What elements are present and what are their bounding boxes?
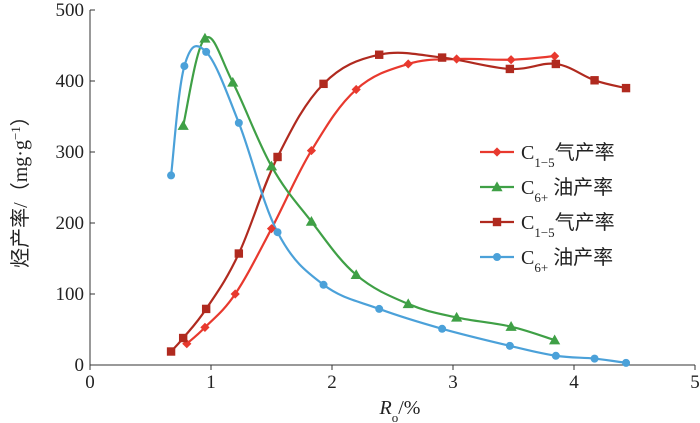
y-axis-title-main: 烃产率/（mg·g xyxy=(9,140,32,268)
x-axis-title: Ro/% xyxy=(379,397,421,423)
series-3-point xyxy=(590,76,599,85)
series-3-point xyxy=(234,249,244,258)
series-2-point xyxy=(350,269,362,280)
series-3-point xyxy=(319,79,328,89)
x-tick-label: 5 xyxy=(690,372,700,393)
series-3-point xyxy=(201,304,211,314)
series-4-point xyxy=(438,324,447,333)
series-2-point xyxy=(505,321,517,331)
series-4-point xyxy=(234,118,243,127)
legend-3-marker xyxy=(492,217,502,227)
legend-label-main: C xyxy=(521,142,534,164)
legend-label-sub: 6+ xyxy=(534,190,548,205)
axes: 0 1 2 3 4 5 0 100 200 300 400 500 Ro/% 烃产率/（mg·g−1） xyxy=(8,0,700,423)
x-tick-label: 0 xyxy=(85,372,95,393)
series-3-point xyxy=(437,53,447,62)
x-axis-title-main: R xyxy=(379,397,392,419)
series-markers xyxy=(166,32,631,367)
series-2-point xyxy=(305,215,318,226)
series-1-point xyxy=(306,145,317,156)
series-1-point xyxy=(452,54,462,64)
legend-label-sub: 1−5 xyxy=(534,155,554,170)
legend-4-marker xyxy=(493,253,501,261)
legend-3-label: C1−5气产率 xyxy=(521,211,615,240)
legend-label-sub: 1−5 xyxy=(534,225,554,240)
series-2-point xyxy=(177,120,189,130)
y-tick-label: 300 xyxy=(56,142,85,163)
x-tick-label: 2 xyxy=(327,372,337,393)
series-1-point xyxy=(200,322,210,332)
y-axis-title: 烃产率/（mg·g−1） xyxy=(8,106,33,268)
series-3-point xyxy=(178,333,188,343)
series-4-point xyxy=(505,341,514,350)
y-tick-label: 400 xyxy=(56,71,85,92)
legend-2-marker xyxy=(491,181,503,192)
series-4-point xyxy=(590,354,599,363)
series-4-point xyxy=(551,351,560,360)
x-tick-label: 1 xyxy=(206,372,216,393)
series-3-point xyxy=(273,152,282,162)
series-4-point xyxy=(180,62,189,71)
series-4-point xyxy=(622,358,631,367)
legend-label-end: 油产率 xyxy=(548,246,613,269)
legend-label-end: 气产率 xyxy=(555,141,615,164)
series-1-point xyxy=(506,55,516,65)
series-lines xyxy=(169,35,627,364)
legend-4-label: C6+ 油产率 xyxy=(521,246,613,275)
x-tick-label: 3 xyxy=(448,372,458,393)
series-3-point xyxy=(374,50,384,59)
series-4-point xyxy=(167,171,176,180)
y-tick-label: 100 xyxy=(56,284,85,305)
legend-label-end: 油产率 xyxy=(548,176,613,199)
legend-label-main: C xyxy=(521,247,534,269)
y-axis-title-end: ） xyxy=(9,106,32,126)
series-2-line xyxy=(182,35,555,342)
legend-label-sub: 6+ xyxy=(534,260,548,275)
series-3-point xyxy=(551,59,561,69)
y-tick-label: 200 xyxy=(56,213,85,234)
legend-label-main: C xyxy=(521,212,534,234)
legend-label-main: C xyxy=(521,177,534,199)
series-2-point xyxy=(549,334,561,345)
series-1-point xyxy=(351,84,361,95)
x-axis-title-sub: o xyxy=(392,410,399,423)
series-4-point xyxy=(273,228,282,237)
series-2-point xyxy=(451,311,463,322)
series-3-point xyxy=(505,64,515,74)
series-1-line xyxy=(186,55,555,345)
legend-2-label: C6+ 油产率 xyxy=(521,176,613,205)
series-1-point xyxy=(182,339,192,349)
series-3-point xyxy=(621,83,631,93)
series-1-point xyxy=(403,59,413,69)
legend-1-label: C1−5气产率 xyxy=(521,141,615,170)
legend-label-end: 气产率 xyxy=(555,211,615,234)
x-tick-label: 4 xyxy=(569,372,579,393)
x-axis-title-unit: /% xyxy=(398,397,420,419)
legend-1-marker xyxy=(492,147,502,157)
y-tick-label: 500 xyxy=(56,0,85,21)
series-4-point xyxy=(202,47,211,56)
series-2-point xyxy=(402,298,414,309)
series-1-point xyxy=(230,289,240,299)
series-2-point xyxy=(227,76,239,87)
series-2-point xyxy=(199,32,211,43)
series-4-point xyxy=(375,304,384,313)
series-2-point xyxy=(265,160,278,171)
y-tick-label: 0 xyxy=(75,355,85,376)
y-axis-title-sup: −1 xyxy=(8,126,23,140)
series-3-point xyxy=(166,347,176,356)
series-4-point xyxy=(319,280,328,289)
series-1-point xyxy=(550,51,560,61)
